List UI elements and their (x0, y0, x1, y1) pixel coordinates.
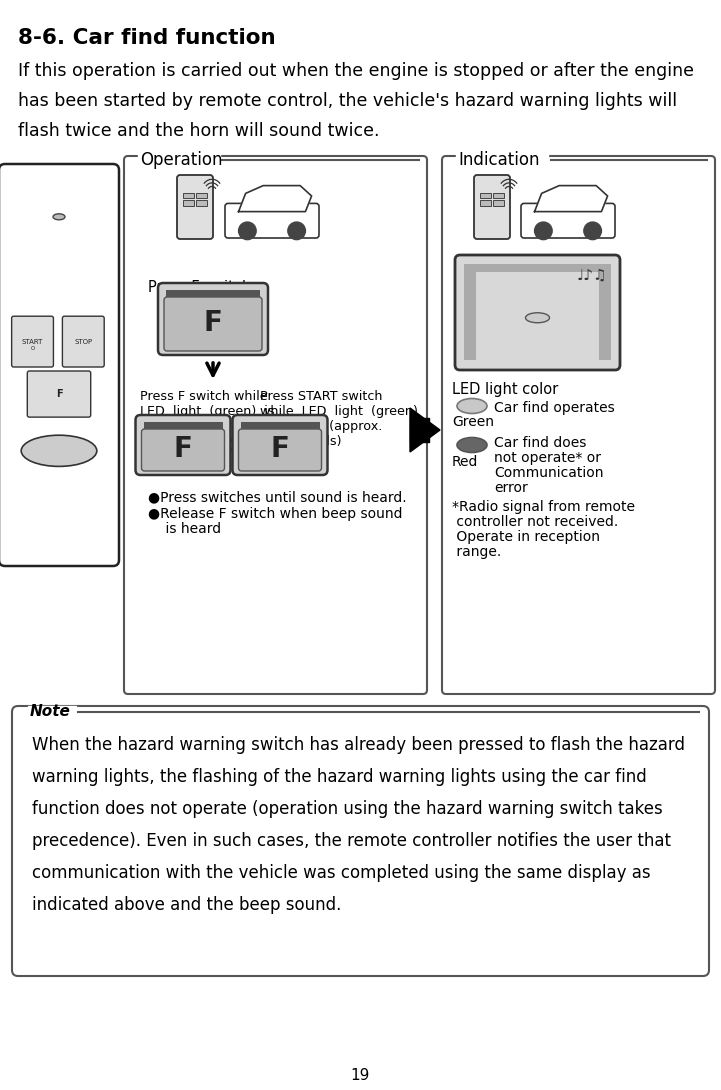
Text: communication with the vehicle was completed using the same display as: communication with the vehicle was compl… (32, 864, 650, 882)
Text: STOP: STOP (74, 339, 92, 344)
Text: precedence). Even in such cases, the remote controller notifies the user that: precedence). Even in such cases, the rem… (32, 832, 671, 850)
Text: controller not received.: controller not received. (452, 514, 618, 529)
Text: has been started by remote control, the vehicle's hazard warning lights will: has been started by remote control, the … (18, 92, 677, 110)
Ellipse shape (457, 399, 487, 413)
Ellipse shape (457, 437, 487, 452)
Bar (143, 422, 223, 429)
FancyBboxPatch shape (0, 164, 119, 566)
Ellipse shape (21, 435, 97, 467)
Text: range.: range. (452, 545, 501, 559)
FancyBboxPatch shape (63, 316, 105, 367)
Bar (183, 201, 195, 206)
Text: Note: Note (30, 704, 71, 719)
Circle shape (534, 222, 552, 240)
Text: ●Release F switch when beep sound: ●Release F switch when beep sound (148, 507, 402, 521)
Text: Press F switch while: Press F switch while (140, 390, 267, 403)
Text: Indication: Indication (458, 152, 539, 169)
Ellipse shape (526, 313, 549, 323)
Bar (492, 201, 504, 206)
Text: indicated above and the beep sound.: indicated above and the beep sound. (32, 896, 341, 915)
Polygon shape (239, 185, 311, 211)
Bar (183, 193, 195, 198)
FancyBboxPatch shape (442, 156, 715, 694)
FancyBboxPatch shape (455, 255, 620, 370)
Text: seconds): seconds) (140, 435, 198, 448)
Bar (195, 193, 207, 198)
Text: F: F (174, 435, 193, 463)
Text: 3 seconds): 3 seconds) (260, 435, 342, 448)
Text: Car find does: Car find does (494, 436, 586, 450)
Circle shape (288, 222, 306, 240)
Polygon shape (534, 185, 608, 211)
Text: 19: 19 (350, 1068, 370, 1083)
FancyBboxPatch shape (141, 429, 224, 471)
Bar (492, 193, 504, 198)
Text: error: error (494, 481, 528, 495)
Text: START: START (22, 339, 43, 344)
FancyBboxPatch shape (158, 283, 268, 355)
FancyBboxPatch shape (12, 316, 53, 367)
Text: Green: Green (452, 415, 494, 429)
FancyBboxPatch shape (521, 204, 615, 238)
Text: If this operation is carried out when the engine is stopped or after the engine: If this operation is carried out when th… (18, 62, 694, 80)
FancyBboxPatch shape (239, 429, 322, 471)
Text: F: F (56, 389, 62, 399)
FancyBboxPatch shape (124, 156, 427, 694)
Polygon shape (410, 408, 440, 452)
Text: Press START switch: Press START switch (260, 390, 383, 403)
Bar (599, 265, 611, 360)
Text: F: F (270, 435, 289, 463)
Text: Operate in reception: Operate in reception (452, 530, 600, 544)
FancyBboxPatch shape (27, 371, 91, 417)
FancyBboxPatch shape (12, 706, 709, 976)
Text: Car find operates: Car find operates (494, 401, 615, 415)
Bar (464, 264, 611, 272)
Text: ♩♪♫: ♩♪♫ (576, 268, 607, 283)
Text: warning lights, the flashing of the hazard warning lights using the car find: warning lights, the flashing of the haza… (32, 768, 647, 786)
Text: F: F (203, 308, 223, 337)
FancyBboxPatch shape (136, 415, 231, 475)
Bar (480, 201, 492, 206)
Bar (195, 201, 207, 206)
Ellipse shape (53, 214, 65, 220)
Text: LED light color: LED light color (452, 382, 558, 397)
Text: Press F switch: Press F switch (148, 280, 251, 295)
FancyBboxPatch shape (474, 175, 510, 239)
Circle shape (584, 222, 601, 240)
Text: flashing  (approx.   3: flashing (approx. 3 (140, 420, 272, 433)
Text: is flashing (approx.: is flashing (approx. (260, 420, 382, 433)
Text: *Radio signal from remote: *Radio signal from remote (452, 500, 635, 514)
Text: flash twice and the horn will sound twice.: flash twice and the horn will sound twic… (18, 122, 379, 140)
FancyBboxPatch shape (225, 204, 319, 238)
FancyBboxPatch shape (232, 415, 327, 475)
Text: not operate* or: not operate* or (494, 451, 601, 465)
Text: function does not operate (operation using the hazard warning switch takes: function does not operate (operation usi… (32, 800, 663, 818)
Text: Communication: Communication (494, 467, 603, 480)
Text: is heard: is heard (148, 522, 221, 536)
Text: Operation: Operation (140, 152, 223, 169)
Text: When the hazard warning switch has already been pressed to flash the hazard: When the hazard warning switch has alrea… (32, 736, 685, 754)
Circle shape (239, 222, 256, 240)
Bar (464, 265, 476, 360)
Text: LED  light  (green)  is: LED light (green) is (140, 405, 275, 417)
Text: Red: Red (452, 455, 478, 469)
FancyBboxPatch shape (164, 296, 262, 351)
Bar (166, 290, 260, 298)
Bar (241, 422, 319, 429)
Bar (480, 193, 492, 198)
Text: ●Press switches until sound is heard.: ●Press switches until sound is heard. (148, 490, 407, 504)
Text: 8-6. Car find function: 8-6. Car find function (18, 28, 275, 48)
FancyBboxPatch shape (177, 175, 213, 239)
Text: while  LED  light  (green): while LED light (green) (260, 405, 418, 417)
Text: O: O (30, 347, 35, 351)
